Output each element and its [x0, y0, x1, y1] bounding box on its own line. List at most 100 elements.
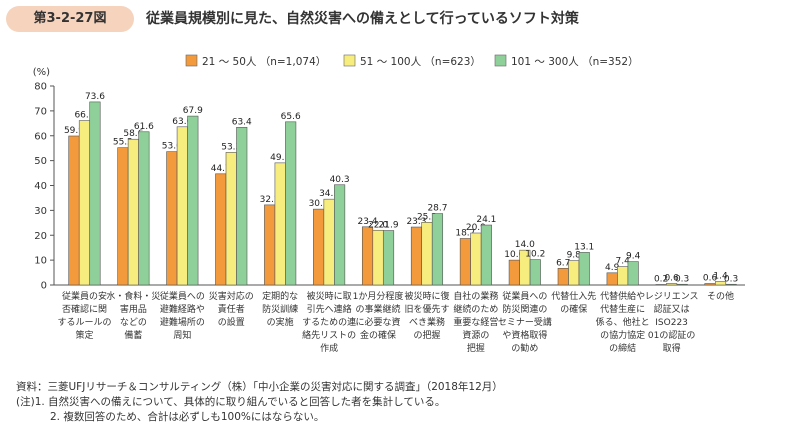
data-label: 0.6 — [703, 274, 718, 284]
data-label: 73.6 — [85, 92, 105, 102]
bar — [68, 135, 80, 286]
y-tick-label: 70 — [34, 106, 47, 117]
category-label: 継続のため — [453, 303, 498, 315]
category-label: 周知 — [173, 329, 191, 341]
data-label: 32.2 — [260, 195, 280, 205]
bar — [508, 259, 520, 286]
bar — [166, 151, 178, 286]
bar — [382, 230, 395, 286]
legend-swatch — [494, 54, 507, 67]
category-label: 金の確保 — [360, 329, 396, 341]
figure-label: 第3-2-27図 — [6, 6, 134, 32]
bar — [334, 184, 346, 286]
data-label: 24.1 — [476, 215, 496, 225]
bar — [606, 272, 618, 286]
data-label: 34.5 — [319, 189, 339, 199]
notes: 資料：三菱UFJリサーチ＆コンサルティング（株）「中小企業の災害対応に関する調査… — [16, 380, 503, 425]
bar — [176, 126, 188, 286]
bar — [480, 224, 492, 286]
legend-swatch — [343, 54, 356, 67]
bar — [372, 229, 384, 286]
bar — [215, 173, 227, 286]
category-label: の確保 — [560, 303, 587, 315]
bar — [617, 266, 629, 286]
data-label: 53.6 — [162, 142, 182, 152]
data-label: 9.4 — [626, 252, 641, 262]
category-label: レジリエンス — [645, 292, 699, 302]
legend-label: 21 ～ 50人 （n=1,074） — [202, 56, 326, 68]
source-note: 資料：三菱UFJリサーチ＆コンサルティング（株）「中小企業の災害対応に関する調査… — [16, 381, 503, 393]
bar — [714, 281, 727, 286]
category-label: 引先へ連絡 — [307, 303, 352, 315]
data-label: 23.3 — [406, 217, 426, 227]
data-label: 59.9 — [64, 126, 84, 136]
y-tick-label: 20 — [34, 231, 47, 242]
data-label: 13.1 — [574, 242, 594, 252]
bar — [78, 120, 91, 286]
category-label: 従業員への — [502, 290, 547, 302]
category-label: 把握 — [467, 342, 485, 354]
category-label: や資格取得 — [502, 329, 547, 341]
category-label: 被災時に復 — [404, 290, 449, 302]
category-label: 自社の業務 — [453, 290, 498, 302]
category-label: 認証又は — [654, 303, 690, 315]
bar — [313, 208, 325, 286]
y-tick-label: 10 — [34, 256, 47, 267]
category-label: 責任者 — [218, 303, 245, 315]
y-tick-label: 40 — [34, 181, 47, 192]
data-label: 49.1 — [270, 153, 290, 163]
note-1: (注)1. 自然災害への備えについて、具体的に取り組んでいると回答した者を集計し… — [16, 396, 446, 408]
data-label: 10.2 — [525, 250, 545, 260]
data-label: 63.4 — [232, 117, 252, 127]
bar — [361, 226, 374, 286]
category-label: 取得 — [663, 342, 681, 354]
category-label: 代替生産に — [600, 303, 645, 315]
chart-title: 従業員規模別に見た、自然災害への備えとして行っているソフト対策 — [146, 11, 579, 27]
data-label: 58.6 — [123, 129, 143, 139]
data-label: 30.5 — [309, 199, 329, 209]
bar — [568, 260, 580, 286]
category-label: 01の認証の — [648, 329, 695, 341]
category-label: ISO223 — [655, 318, 688, 328]
bar — [725, 283, 737, 286]
bar — [323, 198, 335, 286]
category-label: の設置 — [218, 316, 245, 328]
y-tick-label: 50 — [34, 156, 47, 167]
category-label: の実施 — [267, 316, 294, 328]
data-label: 9.8 — [567, 251, 582, 261]
category-label: セミナー受講 — [498, 316, 552, 328]
y-tick-label: 30 — [34, 206, 47, 217]
bar — [264, 204, 276, 286]
data-label: 0.6 — [664, 274, 679, 284]
category-label: の締結 — [609, 342, 636, 354]
bar — [431, 213, 444, 286]
y-tick-label: 60 — [34, 131, 47, 142]
category-label: 避難経路や — [160, 303, 205, 315]
category-label: の事業継続 — [356, 303, 401, 315]
category-label: 否確認に関 — [62, 303, 107, 315]
category-label: 作成 — [320, 342, 338, 354]
data-label: 40.3 — [330, 175, 350, 185]
data-label: 63.6 — [172, 117, 192, 127]
category-label: 定期的な — [262, 290, 298, 302]
category-label: 備蓄 — [124, 329, 142, 341]
data-label: 53.3 — [221, 142, 241, 152]
data-label: 6.7 — [556, 258, 570, 268]
data-label: 0.2 — [654, 275, 668, 285]
data-label: 21.9 — [379, 221, 399, 231]
bar — [529, 259, 541, 286]
category-label: に必要な資 — [356, 316, 401, 328]
data-label: 25.2 — [417, 212, 437, 222]
data-label: 18.7 — [455, 228, 475, 238]
data-label: 55.2 — [113, 138, 133, 148]
data-label: 44.7 — [211, 164, 231, 174]
data-label: 61.6 — [134, 122, 154, 132]
data-label: 66.1 — [74, 111, 94, 121]
y-unit-label: (%) — [33, 67, 50, 78]
data-label: 67.9 — [183, 106, 203, 116]
data-label: 1.4 — [713, 272, 728, 282]
bar — [627, 261, 639, 286]
bar — [274, 162, 286, 286]
legend-label: 101 ～ 300人 （n=352） — [511, 56, 639, 68]
legend-swatch — [185, 54, 198, 67]
